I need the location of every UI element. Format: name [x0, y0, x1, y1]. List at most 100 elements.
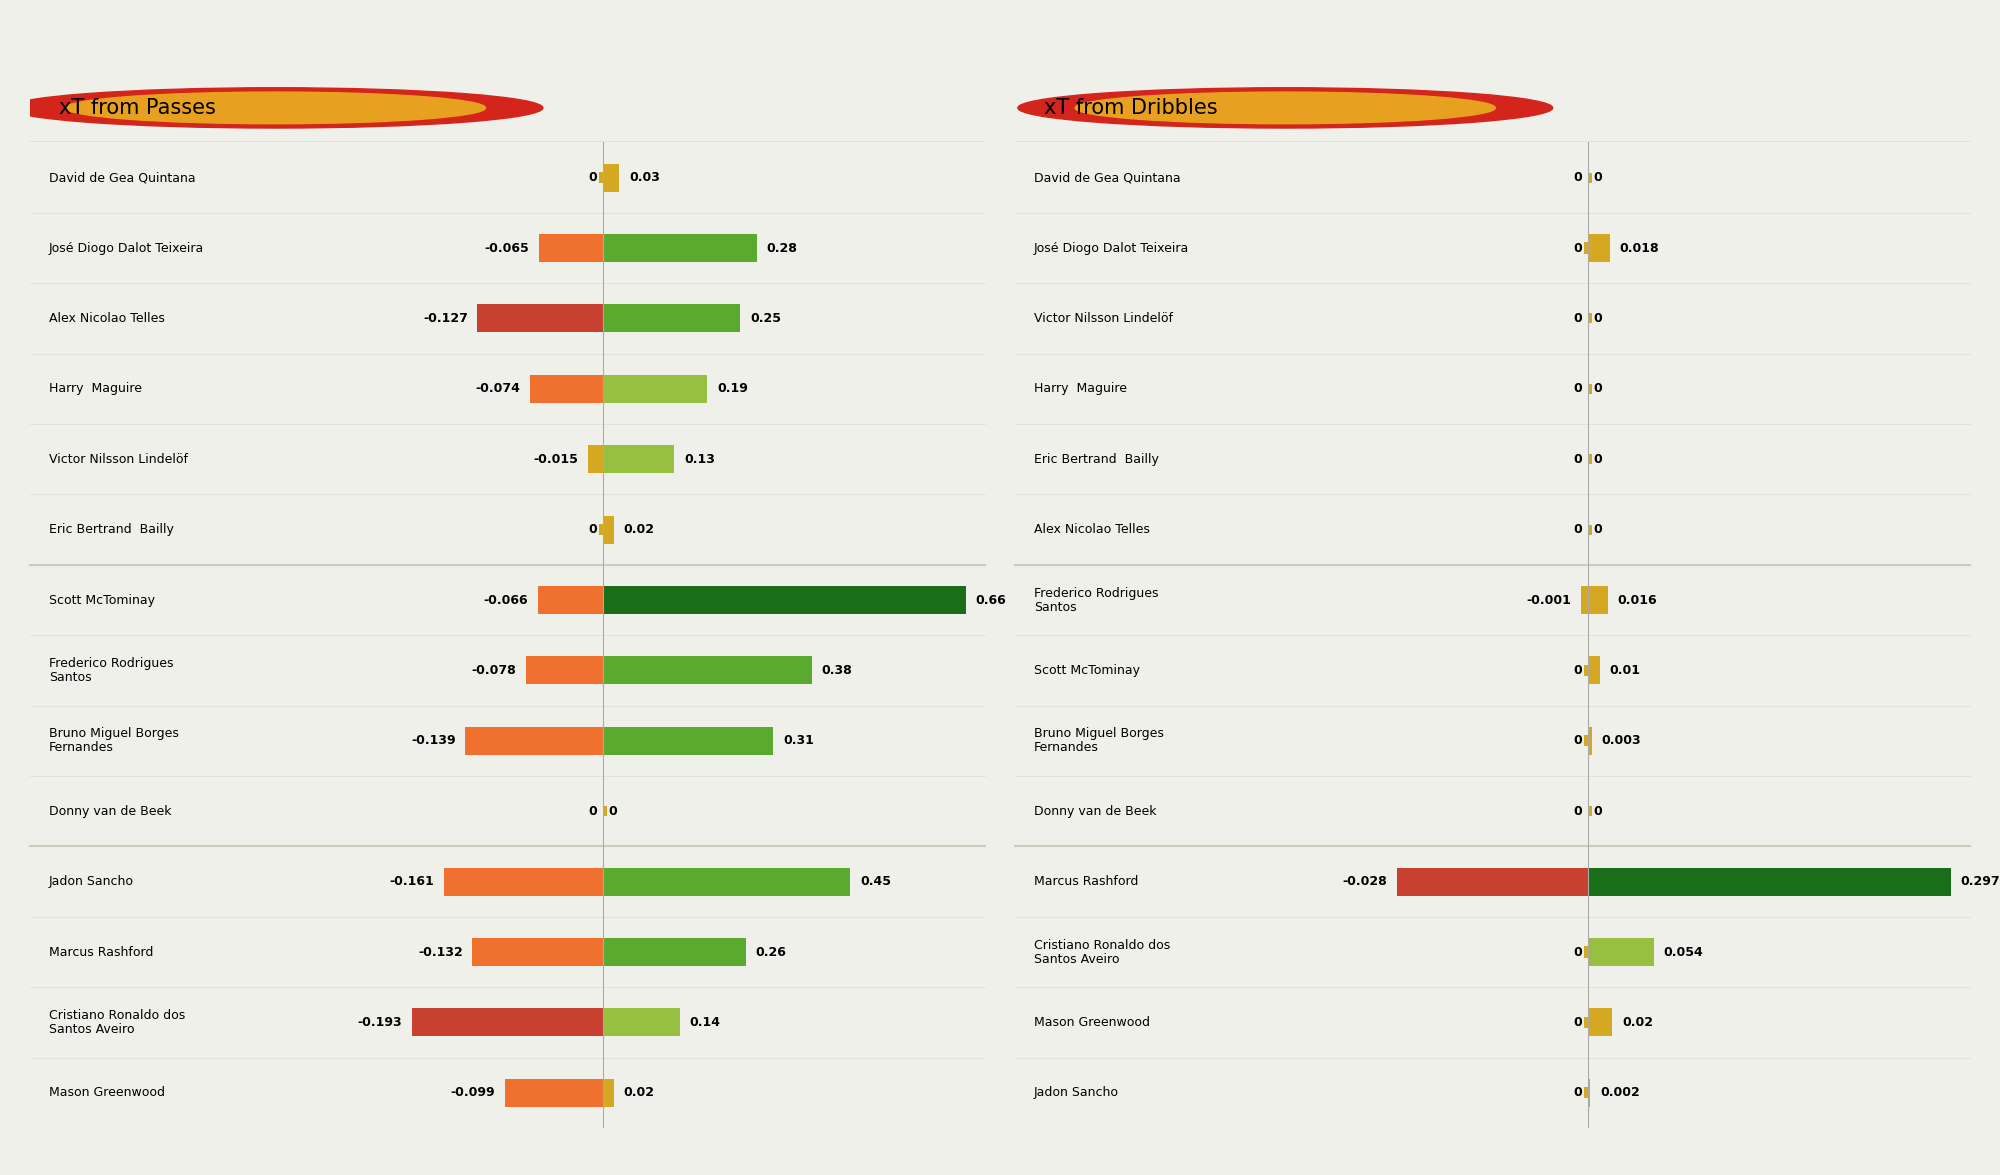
Bar: [1584, 946, 1588, 958]
Bar: [1588, 455, 1592, 464]
Bar: [1584, 1016, 1588, 1028]
Text: Victor Nilsson Lindelöf: Victor Nilsson Lindelöf: [50, 452, 188, 465]
Text: -0.099: -0.099: [450, 1087, 496, 1100]
Text: -0.127: -0.127: [422, 311, 468, 325]
Bar: [588, 445, 604, 474]
Text: 0: 0: [608, 805, 618, 818]
Text: 0: 0: [1574, 452, 1582, 465]
Bar: [604, 657, 812, 685]
Text: 0.13: 0.13: [684, 452, 714, 465]
Bar: [1588, 1008, 1612, 1036]
Text: Alex Nicolao Telles: Alex Nicolao Telles: [50, 311, 164, 325]
Text: 0.28: 0.28: [766, 242, 798, 255]
Text: 0.26: 0.26: [756, 946, 786, 959]
Bar: [604, 304, 740, 333]
Text: 0: 0: [588, 172, 598, 184]
Text: Mason Greenwood: Mason Greenwood: [1034, 1016, 1150, 1029]
Text: 0.25: 0.25: [750, 311, 782, 325]
Text: 0.45: 0.45: [860, 875, 890, 888]
Bar: [604, 938, 746, 966]
Text: -0.001: -0.001: [1526, 593, 1572, 606]
Text: 0.003: 0.003: [1602, 734, 1640, 747]
Text: Eric Bertrand  Bailly: Eric Bertrand Bailly: [50, 523, 174, 536]
Text: 0.14: 0.14: [690, 1016, 720, 1029]
Bar: [604, 445, 674, 474]
Bar: [604, 586, 966, 615]
Bar: [472, 938, 604, 966]
Bar: [1396, 867, 1588, 895]
Text: 0.66: 0.66: [976, 593, 1006, 606]
Text: 0.02: 0.02: [624, 1087, 654, 1100]
Bar: [538, 586, 604, 615]
Bar: [604, 806, 606, 817]
Text: Donny van de Beek: Donny van de Beek: [50, 805, 172, 818]
Bar: [1588, 314, 1592, 323]
Circle shape: [66, 92, 486, 123]
Text: 0.054: 0.054: [1664, 946, 1704, 959]
Text: David de Gea Quintana: David de Gea Quintana: [1034, 172, 1180, 184]
Text: xT from Passes: xT from Passes: [58, 98, 216, 118]
Bar: [1588, 586, 1608, 615]
Text: xT from Dribbles: xT from Dribbles: [1044, 98, 1218, 118]
Bar: [1584, 242, 1588, 254]
Bar: [604, 1008, 680, 1036]
Text: 0.03: 0.03: [630, 172, 660, 184]
Bar: [1584, 665, 1588, 676]
Text: -0.161: -0.161: [390, 875, 434, 888]
Bar: [1588, 1079, 1590, 1107]
Bar: [604, 163, 620, 192]
Text: Donny van de Beek: Donny van de Beek: [1034, 805, 1156, 818]
Bar: [526, 657, 604, 685]
Text: -0.015: -0.015: [534, 452, 578, 465]
Bar: [1584, 1087, 1588, 1099]
Text: -0.078: -0.078: [472, 664, 516, 677]
Bar: [604, 516, 614, 544]
Bar: [478, 304, 604, 333]
Text: 0.02: 0.02: [624, 523, 654, 536]
Bar: [1582, 586, 1588, 615]
Text: Victor Nilsson Lindelöf: Victor Nilsson Lindelöf: [1034, 311, 1174, 325]
Text: 0: 0: [1574, 523, 1582, 536]
Bar: [604, 375, 708, 403]
Text: Frederico Rodrigues
Santos: Frederico Rodrigues Santos: [50, 657, 174, 684]
Text: 0: 0: [1574, 805, 1582, 818]
Bar: [1588, 384, 1592, 394]
Bar: [1588, 726, 1592, 754]
Text: Bruno Miguel Borges
Fernandes: Bruno Miguel Borges Fernandes: [1034, 727, 1164, 754]
Text: Cristiano Ronaldo dos
Santos Aveiro: Cristiano Ronaldo dos Santos Aveiro: [1034, 939, 1170, 966]
Text: 0: 0: [1574, 734, 1582, 747]
Bar: [530, 375, 604, 403]
Text: -0.139: -0.139: [412, 734, 456, 747]
Text: 0: 0: [1594, 452, 1602, 465]
Text: Marcus Rashford: Marcus Rashford: [50, 946, 154, 959]
Text: 0.38: 0.38: [822, 664, 852, 677]
Bar: [604, 867, 850, 895]
Bar: [1588, 867, 1950, 895]
Text: Cristiano Ronaldo dos
Santos Aveiro: Cristiano Ronaldo dos Santos Aveiro: [50, 1009, 186, 1036]
Text: -0.028: -0.028: [1342, 875, 1388, 888]
Text: 0.297: 0.297: [1960, 875, 2000, 888]
Text: Bruno Miguel Borges
Fernandes: Bruno Miguel Borges Fernandes: [50, 727, 178, 754]
Text: 0.02: 0.02: [1622, 1016, 1652, 1029]
Text: 0.01: 0.01: [1610, 664, 1640, 677]
Text: 0: 0: [588, 523, 598, 536]
Text: José Diogo Dalot Teixeira: José Diogo Dalot Teixeira: [50, 242, 204, 255]
Circle shape: [8, 88, 542, 128]
Text: Mason Greenwood: Mason Greenwood: [50, 1087, 166, 1100]
Text: 0.016: 0.016: [1618, 593, 1656, 606]
Text: 0.31: 0.31: [784, 734, 814, 747]
Text: Alex Nicolao Telles: Alex Nicolao Telles: [1034, 523, 1150, 536]
Text: 0.018: 0.018: [1620, 242, 1660, 255]
Bar: [1588, 938, 1654, 966]
Text: Eric Bertrand  Bailly: Eric Bertrand Bailly: [1034, 452, 1158, 465]
Bar: [604, 1079, 614, 1107]
Text: 0: 0: [1574, 946, 1582, 959]
Text: 0: 0: [1574, 382, 1582, 395]
Text: Harry  Maguire: Harry Maguire: [50, 382, 142, 395]
Bar: [604, 234, 756, 262]
Bar: [600, 172, 604, 183]
Circle shape: [1018, 88, 1552, 128]
Bar: [1588, 806, 1592, 817]
Text: 0: 0: [1574, 1087, 1582, 1100]
Text: -0.066: -0.066: [484, 593, 528, 606]
